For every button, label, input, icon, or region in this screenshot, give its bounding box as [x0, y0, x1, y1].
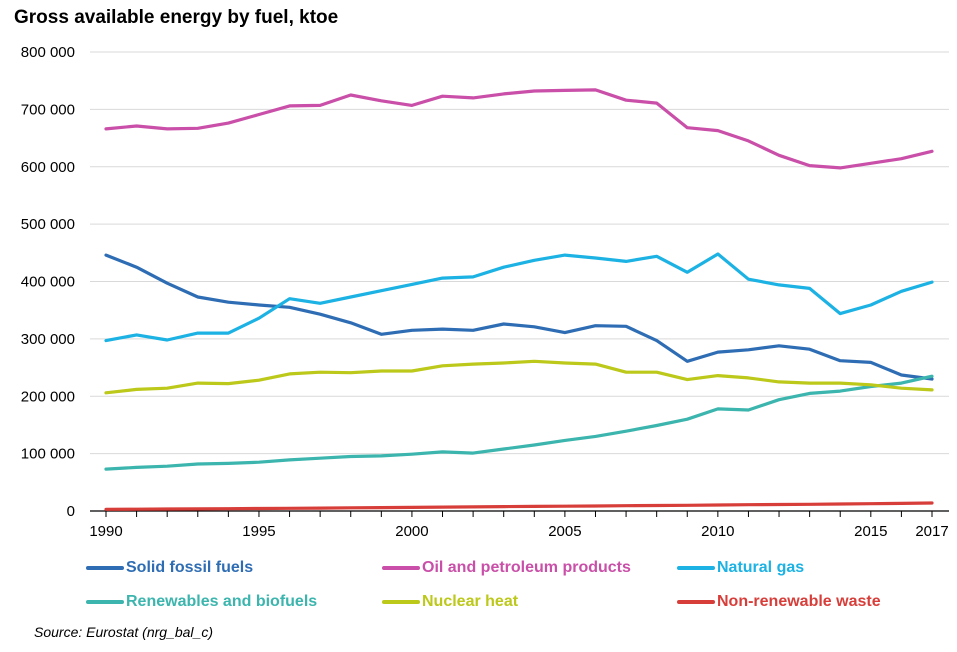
series-lines: [104, 88, 934, 511]
y-tick-label: 200 000: [21, 388, 75, 405]
y-tick-label: 700 000: [21, 101, 75, 118]
y-tick-label: 100 000: [21, 446, 75, 463]
series-line-oil-and-petroleum-products: [104, 88, 934, 170]
series-line-renewables-and-biofuels: [104, 374, 934, 471]
x-tick-label: 1990: [89, 523, 122, 540]
x-tick-label: 2005: [548, 523, 581, 540]
series-line-nuclear-heat: [104, 359, 934, 395]
series-line-non-renewable-waste: [104, 501, 934, 511]
x-tick-label: 1995: [242, 523, 275, 540]
x-tick-label: 2015: [854, 523, 887, 540]
y-tick-label: 500 000: [21, 216, 75, 233]
chart-title: Gross available energy by fuel, ktoe: [14, 7, 339, 28]
y-tick-label: 400 000: [21, 274, 75, 291]
y-tick-label: 0: [67, 503, 75, 520]
source-note: Source: Eurostat (nrg_bal_c): [34, 624, 213, 640]
series-line-natural-gas: [104, 252, 934, 343]
y-tick-label: 600 000: [21, 159, 75, 176]
x-tick-label: 2017: [915, 523, 948, 540]
gridlines: [90, 51, 949, 455]
series-line-solid-fossil-fuels: [104, 253, 934, 381]
y-tick-label: 800 000: [21, 44, 75, 61]
x-tick-label: 2000: [395, 523, 428, 540]
axes: 0 100 000 200 000 300 000 400 000 500 000 600 …: [21, 44, 949, 540]
x-tick-label: 2010: [701, 523, 734, 540]
y-tick-label: 300 000: [21, 331, 75, 348]
